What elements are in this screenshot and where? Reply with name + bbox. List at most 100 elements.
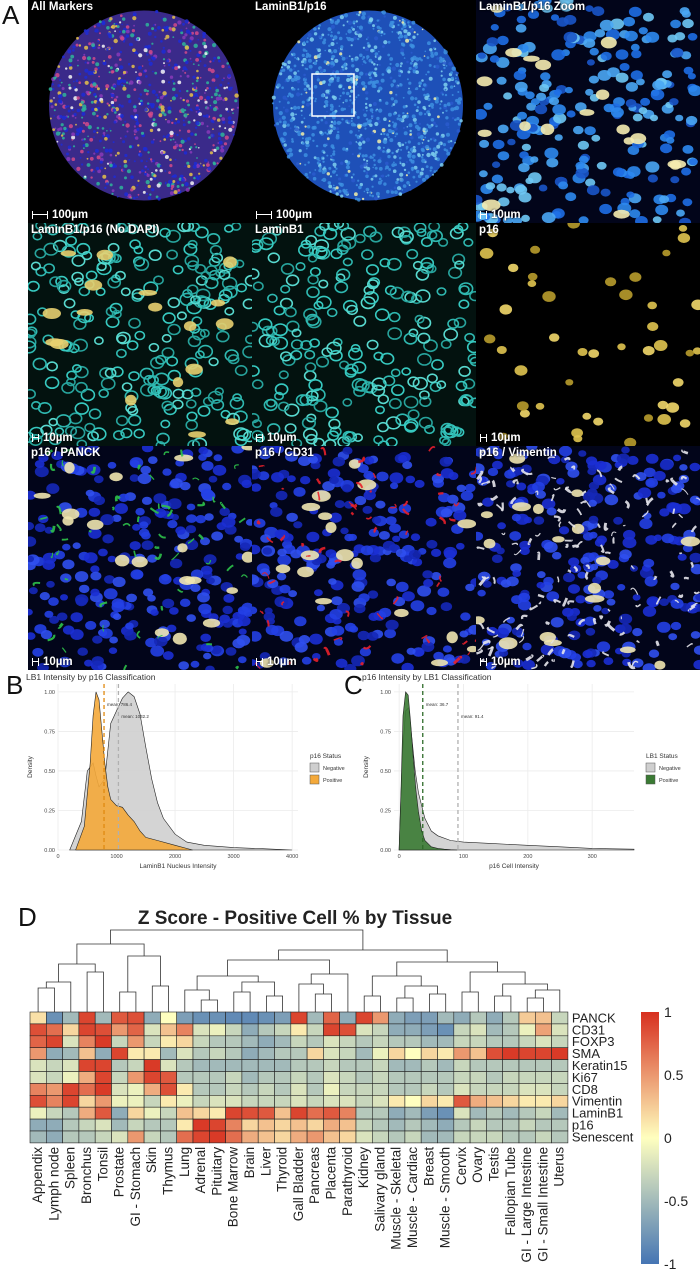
cell-marker <box>316 157 320 161</box>
cell-marker <box>65 67 68 70</box>
nucleus <box>198 603 212 615</box>
cell-marker <box>72 49 75 52</box>
nucleus <box>398 503 412 514</box>
nucleus <box>198 446 209 455</box>
cell-marker <box>328 126 331 129</box>
nucleus <box>335 273 346 283</box>
cell-marker <box>172 145 177 150</box>
cell-marker <box>326 172 330 176</box>
nucleus <box>325 549 337 558</box>
cell-marker <box>399 172 404 177</box>
cell-marker <box>215 96 220 101</box>
nucleus <box>419 396 432 407</box>
nucleus <box>363 285 375 295</box>
cell-marker <box>105 87 109 91</box>
cell-marker <box>56 140 59 143</box>
heatmap-cell <box>355 1130 373 1144</box>
cell-marker <box>102 131 106 135</box>
heatmap-cell <box>241 1118 259 1132</box>
cell-marker <box>60 123 64 127</box>
heatmap-cell <box>323 1118 340 1132</box>
nucleus <box>440 339 452 349</box>
marker-stain <box>318 546 326 553</box>
cell-marker <box>377 89 381 93</box>
heatmap-cell <box>437 1106 455 1120</box>
cell-marker <box>214 86 218 90</box>
heatmap-cell <box>502 1130 520 1144</box>
cell-marker <box>368 58 373 63</box>
micrograph-tile: LaminB1 10µm <box>252 223 476 446</box>
heatmap-cell <box>257 1071 275 1084</box>
cell-marker <box>189 36 194 41</box>
cell-marker <box>314 169 317 171</box>
cell-marker <box>97 66 100 69</box>
nucleus <box>177 223 191 233</box>
nucleus <box>617 584 626 591</box>
cell-marker <box>192 63 195 65</box>
cell-marker <box>297 40 301 44</box>
nucleus <box>492 139 505 150</box>
cell-marker <box>419 171 424 176</box>
cell-marker <box>340 161 344 165</box>
nucleus <box>342 484 353 493</box>
cell-marker <box>222 98 225 102</box>
cell-marker <box>51 88 55 91</box>
cell-marker <box>351 64 355 68</box>
cell-marker <box>289 152 294 157</box>
cell-marker <box>174 93 179 98</box>
cell-marker <box>410 96 415 101</box>
cell-marker <box>332 152 336 156</box>
marker-stain <box>479 449 484 454</box>
cell-marker <box>126 94 131 99</box>
nucleus <box>231 446 245 454</box>
nucleus <box>155 354 167 365</box>
p16-positive-cell <box>210 299 226 307</box>
cell-marker <box>427 70 430 74</box>
cell-marker <box>105 182 109 186</box>
cell-marker <box>434 150 438 154</box>
heatmap-cell <box>486 1118 503 1132</box>
cell-marker <box>394 127 398 131</box>
nucleus <box>322 227 338 241</box>
cell-marker <box>422 127 426 131</box>
cell-marker <box>437 115 440 119</box>
nucleus <box>424 424 435 435</box>
cell-marker <box>344 159 348 164</box>
cell-marker <box>135 121 140 126</box>
cell-marker <box>180 177 185 182</box>
cell-marker <box>308 96 312 100</box>
marker-stain <box>596 469 603 478</box>
heatmap-cell <box>62 1095 80 1108</box>
heatmap-cell <box>225 1047 243 1060</box>
nucleus <box>179 598 191 607</box>
heatmap-cell <box>453 1059 471 1072</box>
nucleus <box>482 580 492 588</box>
marker-stain <box>136 516 140 523</box>
nucleus <box>167 323 181 336</box>
cell-marker <box>165 118 167 121</box>
nucleus <box>490 24 499 31</box>
heatmap-cell <box>323 1130 340 1144</box>
cell-marker <box>129 80 134 85</box>
cell-marker <box>334 76 337 79</box>
p16-positive-cell <box>318 512 333 520</box>
cell-marker <box>383 139 388 144</box>
cell-marker <box>373 62 376 66</box>
nucleus <box>679 419 691 428</box>
cell-marker <box>109 183 113 187</box>
cell-marker <box>301 114 303 117</box>
nucleus <box>125 622 134 630</box>
marker-stain <box>511 542 519 546</box>
nucleus <box>88 507 101 517</box>
cell-marker <box>228 127 233 132</box>
cell-marker <box>59 114 63 119</box>
nucleus <box>327 468 341 479</box>
cell-marker <box>319 166 322 170</box>
cell-marker <box>141 169 144 173</box>
heatmap-cell <box>209 1106 226 1120</box>
nucleus <box>225 647 237 656</box>
cell-marker <box>418 111 423 116</box>
heatmap-cell <box>225 1118 243 1132</box>
nucleus <box>575 595 586 604</box>
nucleus <box>629 209 641 219</box>
